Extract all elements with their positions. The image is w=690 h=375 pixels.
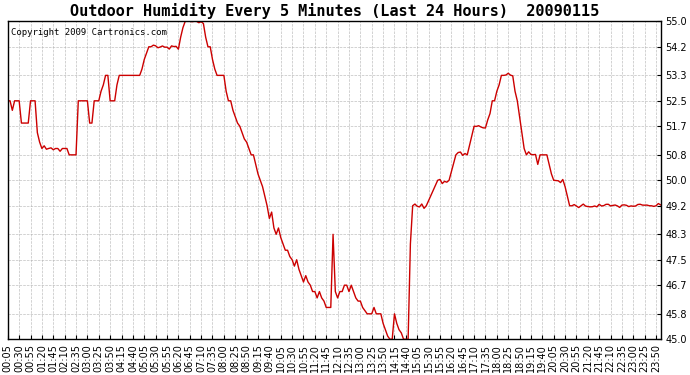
Text: Copyright 2009 Cartronics.com: Copyright 2009 Cartronics.com [11, 28, 167, 37]
Title: Outdoor Humidity Every 5 Minutes (Last 24 Hours)  20090115: Outdoor Humidity Every 5 Minutes (Last 2… [70, 3, 599, 19]
